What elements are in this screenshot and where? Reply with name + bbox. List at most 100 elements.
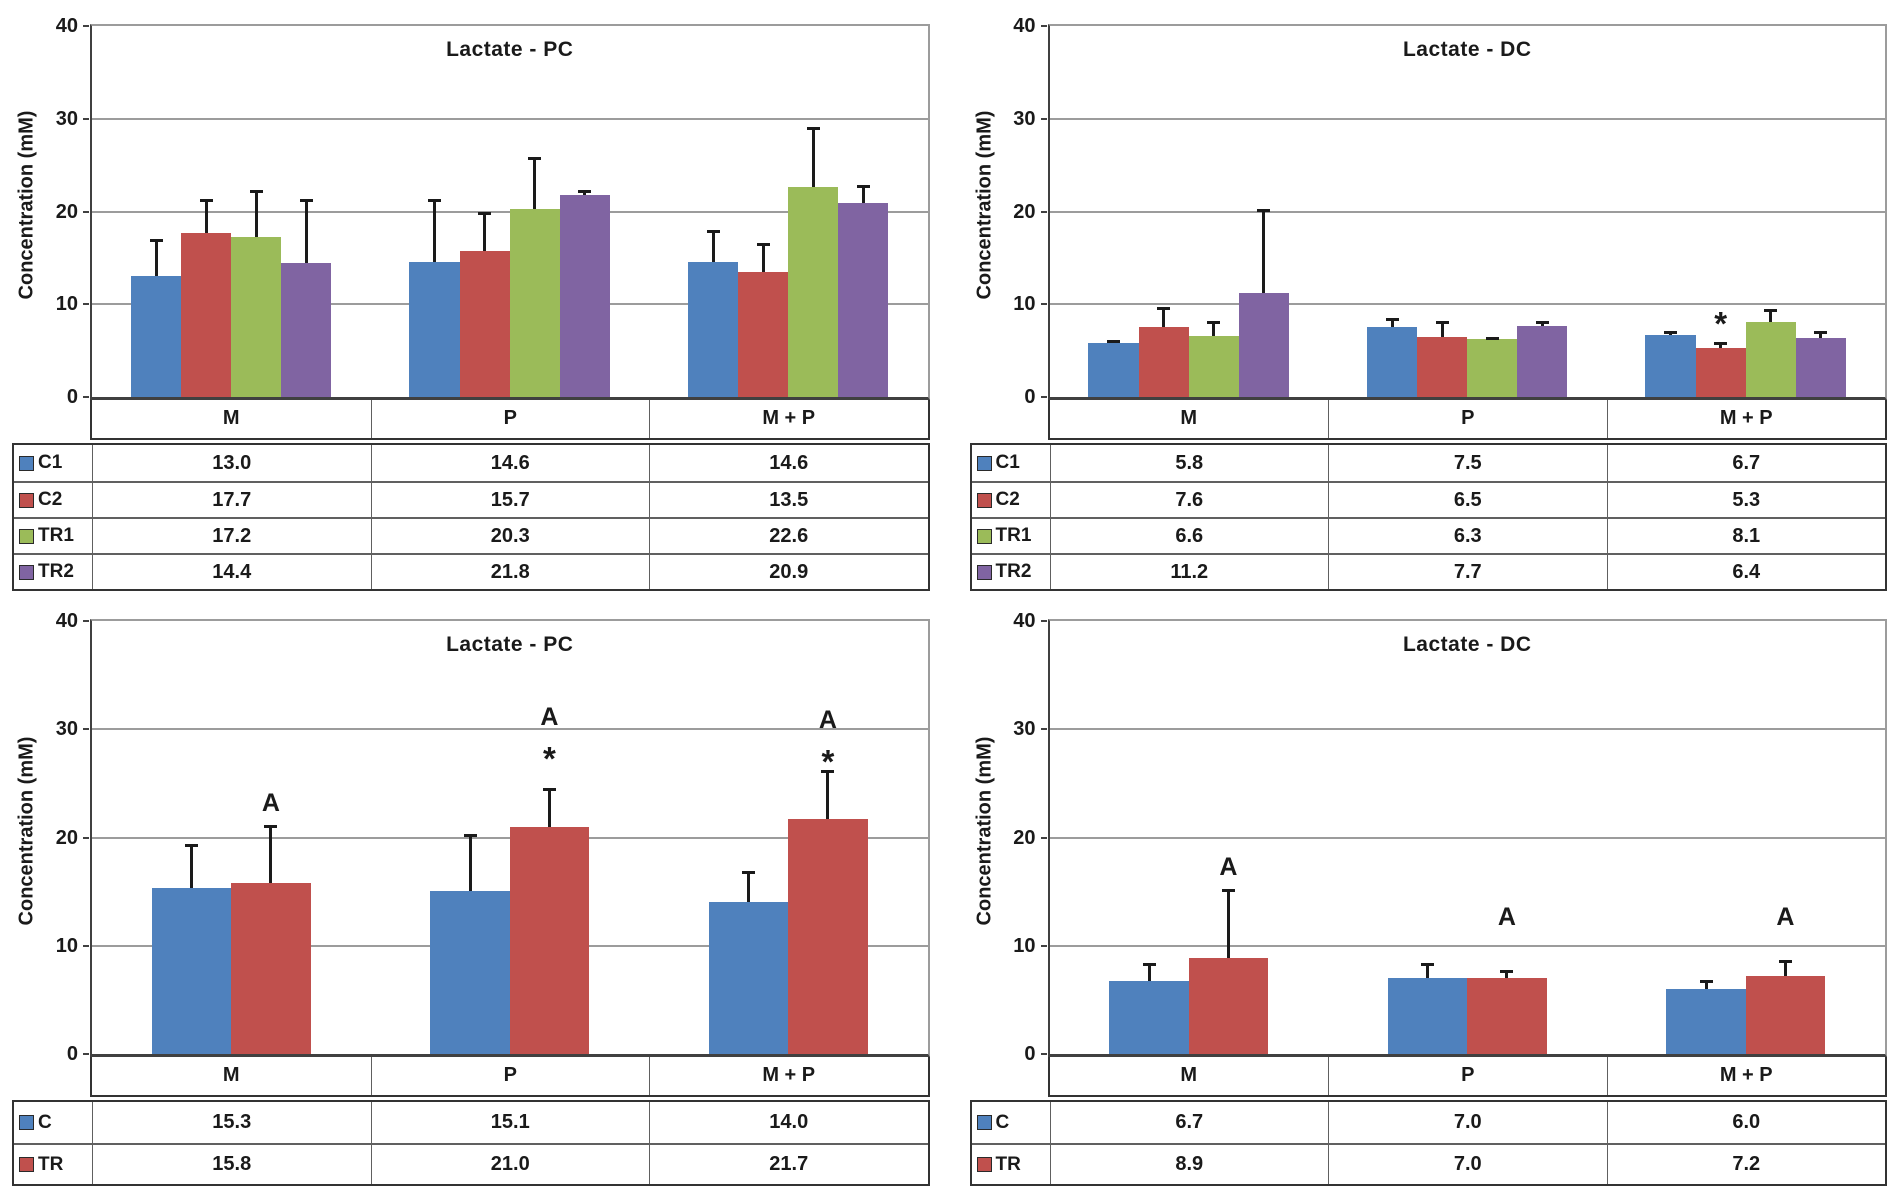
value-cell: 6.0 (1606, 1102, 1886, 1143)
chart-panel-bottom-right: Concentration (mM) Lactate - DC 0 10 20 30 40 A… (969, 605, 1887, 1186)
y-tick-label: 10 (55, 934, 90, 957)
error-bar (199, 199, 213, 233)
table-header-cell: P (370, 1057, 650, 1095)
y-tick-label: 40 (55, 15, 90, 37)
bar-slot (1517, 26, 1568, 397)
legend-cell: TR (971, 1143, 1050, 1184)
category-region: A (1050, 621, 1329, 1054)
chart-panel-bottom-left: Concentration (mM) Lactate - PC 0 10 20 30 40 A… (12, 605, 930, 1186)
value-cell: 6.7 (1606, 445, 1886, 481)
data-table: C 6.7 7.0 6.0 TR 8.9 7.0 7.2 (969, 1100, 1887, 1186)
categories-layer: A * A * A (92, 621, 928, 1054)
chart-area: Concentration (mM) Lactate - PC 0 10 20 30 40 (12, 10, 930, 407)
bar-tr1 (1745, 321, 1796, 397)
legend-swatch (19, 528, 34, 544)
legend-cell: C2 (971, 481, 1050, 517)
error-bar (1714, 342, 1728, 348)
bar-slot (1238, 26, 1289, 397)
bar-slot: * (1695, 26, 1746, 397)
bar-c1 (1366, 327, 1418, 397)
value-cell: 5.3 (1606, 481, 1885, 517)
category-region (1050, 26, 1329, 397)
error-bar (1500, 969, 1514, 979)
bar-tr (788, 819, 868, 1054)
legend-cell: TR2 (14, 553, 92, 589)
legend-cell: TR1 (971, 517, 1050, 553)
error-bar (1107, 339, 1121, 344)
bar-tr (1467, 978, 1547, 1054)
bar-tr2 (838, 203, 889, 397)
bar-slot (1109, 621, 1189, 1054)
error-bar (264, 824, 278, 883)
value-cell: 11.2 (1049, 553, 1328, 589)
bar-slot (1795, 26, 1846, 397)
categories-layer: * (1050, 26, 1886, 397)
value-cell: 7.5 (1328, 445, 1607, 481)
value-cell: 14.0 (649, 1102, 928, 1143)
legend-swatch (976, 492, 992, 508)
value-cell: 14.6 (649, 445, 928, 481)
table-header-cell: P (1328, 400, 1607, 438)
bar-tr (231, 882, 311, 1054)
category-region: * A (649, 621, 928, 1054)
data-table: C1 13.0 14.6 14.6 C2 17.7 15.7 13.5 TR1 17.2 20.3 2… (12, 443, 930, 591)
bar-group: A (151, 621, 311, 1054)
value-cell: 17.2 (92, 517, 371, 553)
legend-swatch (19, 455, 34, 471)
y-tick-label: 10 (1013, 293, 1047, 316)
bar-tr1 (509, 208, 560, 397)
gridline (1049, 303, 1885, 306)
bar-group: A (1109, 621, 1269, 1054)
bar-tr1 (1188, 335, 1239, 397)
bar-c2 (1417, 336, 1468, 397)
significance-star: * (1714, 304, 1728, 342)
legend-swatch (19, 1115, 34, 1130)
bar-slot (1666, 621, 1746, 1054)
category-region: A (1328, 621, 1607, 1054)
error-bar (856, 184, 870, 204)
bar-slot (1088, 26, 1139, 397)
significance-letter: A (1776, 902, 1795, 931)
bar-group (1366, 26, 1568, 397)
error-bar (478, 211, 492, 252)
legend-label: TR1 (38, 525, 74, 546)
category-region (649, 26, 928, 397)
bar-slot (430, 621, 510, 1054)
error-bar (1157, 307, 1171, 327)
legend-label: TR2 (38, 561, 74, 582)
value-cell: 6.6 (1049, 517, 1328, 553)
bar-c (1387, 978, 1468, 1054)
value-cell: 7.0 (1328, 1143, 1607, 1184)
error-bar (463, 834, 477, 891)
error-bar (249, 190, 263, 238)
value-cell: 5.8 (1049, 445, 1329, 481)
legend-cell: TR2 (971, 553, 1050, 589)
bar-c2 (1695, 347, 1746, 397)
bar-slot (1138, 26, 1189, 397)
error-bar (1221, 889, 1235, 958)
significance-letter: A (1219, 852, 1238, 881)
bar-slot: A (231, 621, 311, 1054)
legend-label: C (38, 1111, 52, 1133)
category-region (371, 26, 650, 397)
error-bar (578, 190, 592, 195)
value-cell: 21.0 (370, 1143, 649, 1184)
bar-group (1088, 26, 1289, 397)
bar-tr2 (1238, 293, 1289, 397)
value-cell: 7.0 (1328, 1102, 1607, 1143)
value-cell: 14.4 (92, 553, 371, 589)
bar-slot (788, 26, 839, 397)
error-bar (149, 239, 163, 277)
bar-tr1 (1467, 338, 1518, 397)
error-bar (1485, 336, 1499, 340)
value-cell: 7.2 (1606, 1143, 1885, 1184)
legend-swatch (976, 528, 992, 544)
legend-cell: TR1 (14, 517, 92, 553)
error-bar (528, 156, 542, 209)
legend-label: C2 (995, 489, 1020, 510)
value-cell: 6.5 (1328, 481, 1607, 517)
chart-area: Concentration (mM) Lactate - DC 0 10 20 30 40 * (970, 10, 1887, 407)
bar-slot (1645, 26, 1696, 397)
categories-layer (92, 26, 928, 397)
bar-c1 (1088, 343, 1139, 397)
